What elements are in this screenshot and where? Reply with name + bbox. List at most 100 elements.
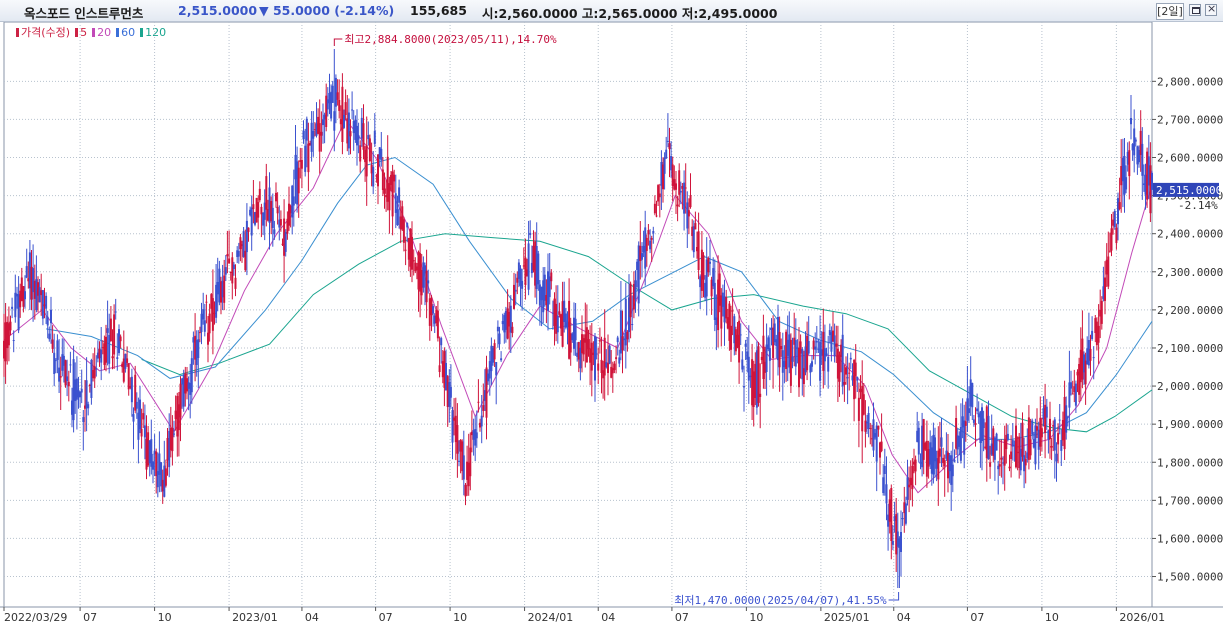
candle bbox=[577, 341, 580, 373]
close-icon[interactable] bbox=[1205, 2, 1217, 16]
candle bbox=[610, 350, 613, 379]
candle-body bbox=[997, 465, 1000, 470]
candle-body bbox=[325, 95, 328, 127]
candle-body bbox=[741, 359, 744, 370]
candle bbox=[323, 112, 326, 144]
x-tick-label: 07 bbox=[970, 611, 984, 624]
high-pointer bbox=[333, 38, 343, 47]
candle bbox=[984, 422, 987, 450]
candle-body bbox=[347, 112, 350, 149]
candle bbox=[485, 355, 488, 440]
candle bbox=[368, 134, 371, 163]
candle-body bbox=[140, 428, 143, 437]
candle bbox=[454, 397, 457, 461]
maximize-icon[interactable] bbox=[1189, 4, 1201, 16]
candle bbox=[223, 259, 226, 311]
candle bbox=[339, 105, 342, 131]
candle-body bbox=[668, 143, 671, 150]
candle bbox=[1149, 142, 1152, 222]
candle-body bbox=[571, 333, 574, 341]
candle bbox=[432, 304, 435, 327]
candle-body bbox=[145, 438, 148, 470]
period-selector[interactable]: [2일] bbox=[1156, 3, 1184, 20]
candle bbox=[77, 376, 80, 409]
candle bbox=[804, 331, 807, 376]
candle-body bbox=[1045, 406, 1048, 418]
candle bbox=[1049, 401, 1051, 459]
candle bbox=[511, 322, 514, 338]
legend-item[interactable]: 가격(수정) bbox=[16, 26, 70, 39]
candle-body bbox=[585, 327, 588, 363]
candle-body bbox=[500, 358, 503, 361]
candle bbox=[1027, 405, 1030, 470]
candle-body bbox=[1149, 165, 1152, 214]
candle bbox=[268, 172, 271, 250]
candle bbox=[424, 262, 426, 306]
x-tick-label: 04 bbox=[305, 611, 319, 624]
candle-body bbox=[519, 268, 522, 286]
candle-body bbox=[111, 356, 114, 359]
candle bbox=[297, 160, 300, 218]
price-chart[interactable]: 1,500.0000 1,600.0000 1,700.0000 1,800.0000… bbox=[0, 22, 1223, 638]
candle-body bbox=[906, 477, 909, 500]
candle bbox=[470, 410, 473, 453]
candle-body bbox=[1005, 434, 1008, 450]
candle-body bbox=[229, 272, 232, 273]
candle-body bbox=[210, 294, 213, 309]
candle-body bbox=[836, 348, 839, 379]
candle bbox=[1073, 369, 1076, 403]
candle-body bbox=[263, 202, 266, 220]
candle-body bbox=[1000, 457, 1003, 460]
candle bbox=[731, 288, 734, 336]
candle-body bbox=[788, 334, 791, 368]
candle-body bbox=[119, 336, 122, 342]
candle bbox=[628, 274, 630, 343]
candle bbox=[1078, 357, 1081, 403]
candle bbox=[1105, 243, 1108, 287]
candle bbox=[1057, 423, 1060, 464]
y-tick-label: 2,200.0000 bbox=[1157, 304, 1223, 317]
candle-body bbox=[56, 340, 59, 360]
candle-body bbox=[40, 290, 43, 296]
candle-body bbox=[768, 348, 771, 361]
candle bbox=[755, 341, 758, 415]
candle-body bbox=[106, 328, 109, 333]
candle-body bbox=[360, 117, 363, 139]
candle bbox=[632, 271, 635, 319]
candle-body bbox=[522, 265, 525, 267]
candle bbox=[370, 142, 373, 187]
legend-item[interactable]: 60 bbox=[116, 26, 135, 39]
candle-body bbox=[121, 363, 124, 368]
candle-body bbox=[364, 149, 367, 163]
candle bbox=[433, 313, 436, 333]
candle bbox=[582, 334, 585, 362]
candle bbox=[152, 453, 154, 484]
legend-item[interactable]: 120 bbox=[140, 26, 166, 39]
candle-body bbox=[24, 291, 26, 300]
candle-body bbox=[310, 122, 313, 152]
candle-body bbox=[998, 464, 1001, 467]
candle-body bbox=[216, 282, 219, 295]
legend-item[interactable]: 5 bbox=[75, 26, 87, 39]
candle-body bbox=[956, 435, 959, 450]
candle-body bbox=[513, 284, 515, 309]
legend-item[interactable]: 20 bbox=[92, 26, 111, 39]
candle bbox=[647, 224, 650, 246]
candle-body bbox=[969, 379, 972, 407]
candle bbox=[825, 347, 828, 357]
candle-body bbox=[853, 360, 856, 400]
candle bbox=[1026, 428, 1029, 463]
candle-body bbox=[156, 471, 159, 488]
candle bbox=[50, 296, 52, 344]
candle-body bbox=[1120, 166, 1123, 186]
candle-body bbox=[194, 335, 197, 360]
candle bbox=[72, 345, 75, 433]
candle bbox=[806, 321, 809, 381]
candle-body bbox=[1024, 458, 1027, 466]
candle-body bbox=[155, 451, 158, 477]
candle bbox=[694, 211, 697, 230]
candle bbox=[422, 256, 425, 293]
candle bbox=[713, 259, 716, 332]
candle bbox=[496, 320, 499, 348]
candle-body bbox=[11, 306, 14, 309]
